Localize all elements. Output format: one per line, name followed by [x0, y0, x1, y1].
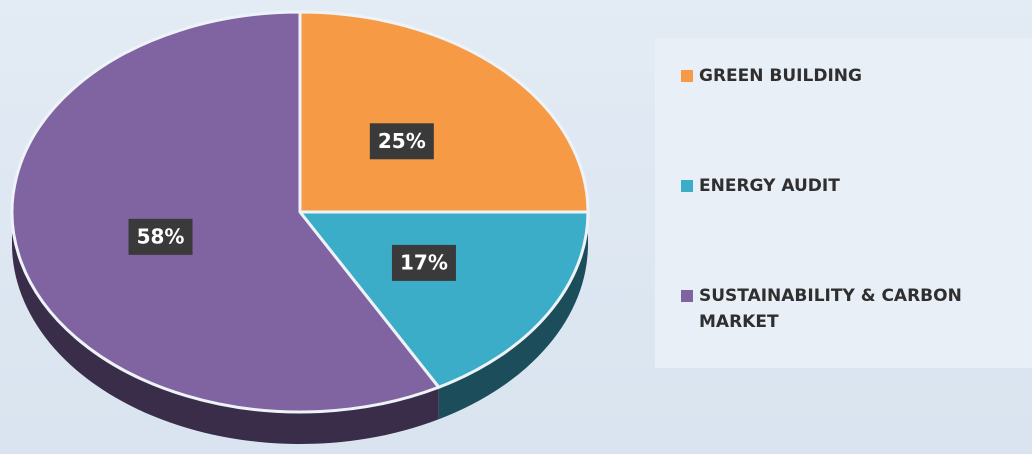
- label-box: [391, 244, 456, 281]
- data-label: 58%: [137, 224, 185, 248]
- legend-item: SUSTAINABILITY & CARBON MARKET: [681, 286, 1032, 396]
- data-label: 17%: [400, 250, 448, 274]
- legend-item: GREEN BUILDING: [681, 66, 1032, 176]
- legend-label: SUSTAINABILITY & CARBON MARKET: [699, 286, 962, 332]
- legend-label: GREEN BUILDING: [699, 66, 862, 86]
- legend-label: ENERGY AUDIT: [699, 176, 840, 196]
- legend: GREEN BUILDING ENERGY AUDIT SUSTAINABILITY…: [655, 38, 1032, 368]
- label-box: [369, 123, 434, 160]
- legend-swatch: [681, 180, 693, 192]
- slice: [298, 10, 590, 214]
- slice: [10, 10, 442, 414]
- chart: 25% 17% 58%: [10, 10, 590, 444]
- slice-side: [438, 212, 588, 420]
- slice: [296, 210, 590, 390]
- label-box: [128, 218, 193, 255]
- legend-swatch: [681, 290, 693, 302]
- legend-item: ENERGY AUDIT: [681, 176, 1032, 286]
- slice-side: [12, 212, 439, 444]
- data-label: 25%: [378, 129, 426, 153]
- legend-swatch: [681, 70, 693, 82]
